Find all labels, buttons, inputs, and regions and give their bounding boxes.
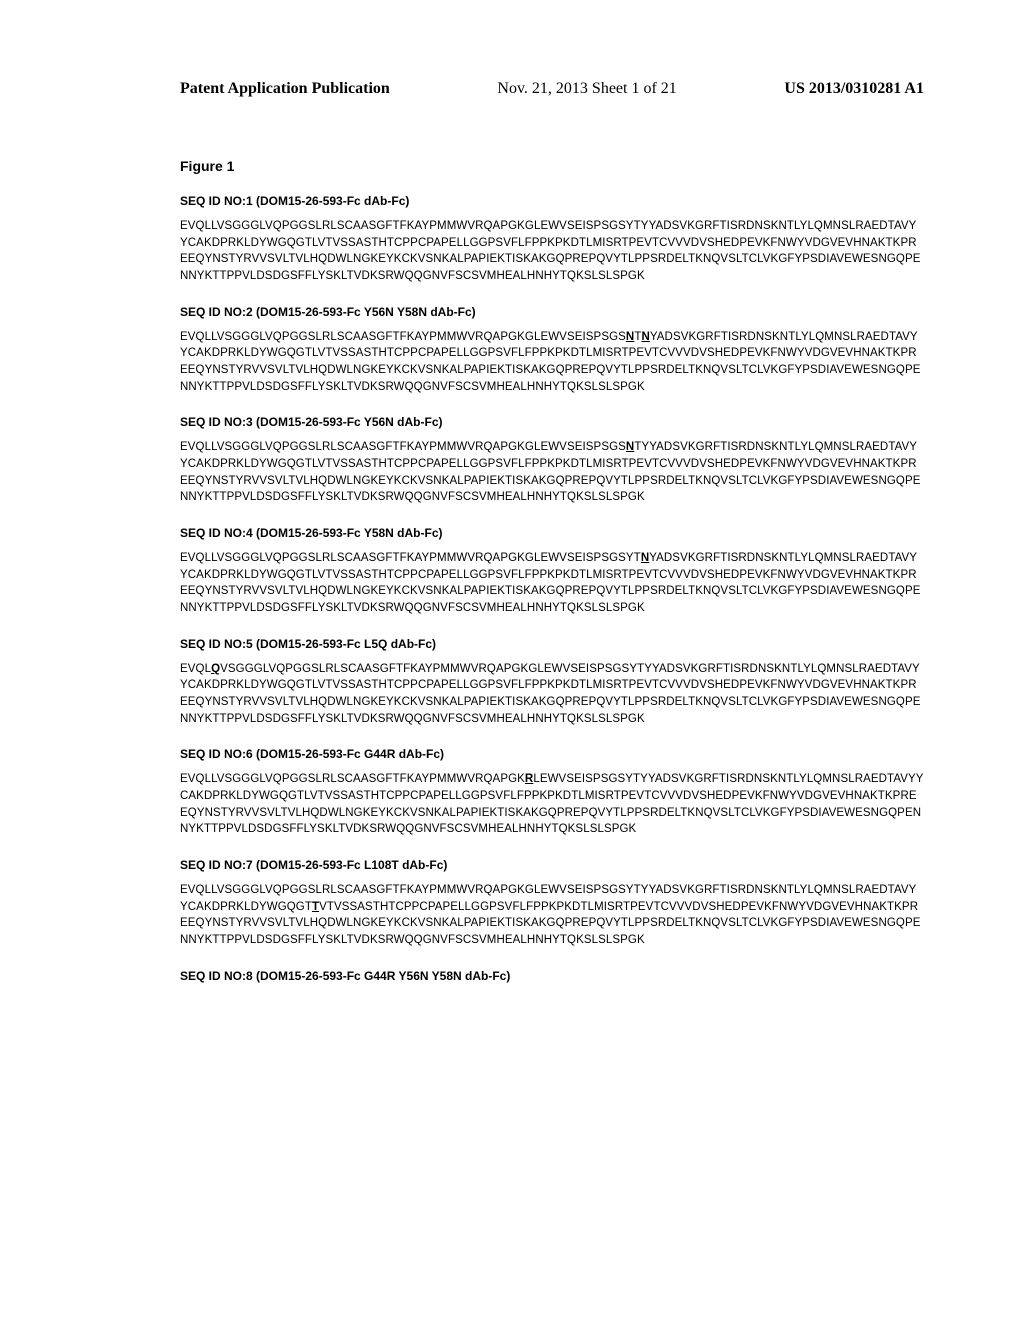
sequence-block: SEQ ID NO:7 (DOM15-26-593-Fc L108T dAb-F… (180, 858, 924, 949)
sequence-body: EVQLLVSGGGLVQPGGSLRLSCAASGFTFKAYPMMWVRQA… (180, 329, 924, 396)
sequence-title: SEQ ID NO:1 (DOM15-26-593-Fc dAb-Fc) (180, 194, 924, 208)
sequence-block: SEQ ID NO:2 (DOM15-26-593-Fc Y56N Y58N d… (180, 305, 924, 396)
sequence-title: SEQ ID NO:4 (DOM15-26-593-Fc Y58N dAb-Fc… (180, 526, 924, 540)
sequence-body: EVQLLVSGGGLVQPGGSLRLSCAASGFTFKAYPMMWVRQA… (180, 771, 924, 838)
sequence-title: SEQ ID NO:7 (DOM15-26-593-Fc L108T dAb-F… (180, 858, 924, 872)
sequence-title: SEQ ID NO:2 (DOM15-26-593-Fc Y56N Y58N d… (180, 305, 924, 319)
sequence-segment: EVQLLVSGGGLVQPGGSLRLSCAASGFTFKAYPMMWVRQA… (180, 331, 626, 343)
sequence-segment: EVQLLVSGGGLVQPGGSLRLSCAASGFTFKAYPMMWVRQA… (180, 773, 525, 785)
sequence-segment: EVQLLVSGGGLVQPGGSLRLSCAASGFTFKAYPMMWVRQA… (180, 552, 641, 564)
sequence-body: EVQLLVSGGGLVQPGGSLRLSCAASGFTFKAYPMMWVRQA… (180, 439, 924, 506)
sequence-block: SEQ ID NO:5 (DOM15-26-593-Fc L5Q dAb-Fc)… (180, 637, 924, 728)
sequence-body: EVQLLVSGGGLVQPGGSLRLSCAASGFTFKAYPMMWVRQA… (180, 218, 924, 285)
sequence-block: SEQ ID NO:3 (DOM15-26-593-Fc Y56N dAb-Fc… (180, 415, 924, 506)
mutation-residue: Q (211, 663, 220, 675)
sequence-body: EVQLLVSGGGLVQPGGSLRLSCAASGFTFKAYPMMWVRQA… (180, 550, 924, 617)
sequence-list: SEQ ID NO:1 (DOM15-26-593-Fc dAb-Fc) EVQL… (180, 194, 924, 983)
sequence-block: SEQ ID NO:6 (DOM15-26-593-Fc G44R dAb-Fc… (180, 747, 924, 838)
sequence-body: EVQLQVSGGGLVQPGGSLRLSCAASGFTFKAYPMMWVRQA… (180, 661, 924, 728)
page-header: Patent Application Publication Nov. 21, … (180, 80, 924, 98)
mutation-residue: N (641, 552, 649, 564)
sequence-title: SEQ ID NO:5 (DOM15-26-593-Fc L5Q dAb-Fc) (180, 637, 924, 651)
sequence-segment: EVQL (180, 663, 211, 675)
mutation-residue: T (312, 901, 319, 913)
header-center: Nov. 21, 2013 Sheet 1 of 21 (497, 80, 676, 98)
figure-title: Figure 1 (180, 158, 924, 174)
sequence-segment: EVQLLVSGGGLVQPGGSLRLSCAASGFTFKAYPMMWVRQA… (180, 441, 626, 453)
header-right: US 2013/0310281 A1 (784, 80, 924, 98)
header-left: Patent Application Publication (180, 80, 390, 98)
sequence-title: SEQ ID NO:6 (DOM15-26-593-Fc G44R dAb-Fc… (180, 747, 924, 761)
sequence-title: SEQ ID NO:8 (DOM15-26-593-Fc G44R Y56N Y… (180, 969, 924, 983)
sequence-segment: EVQLLVSGGGLVQPGGSLRLSCAASGFTFKAYPMMWVRQA… (180, 220, 920, 282)
sequence-block: SEQ ID NO:1 (DOM15-26-593-Fc dAb-Fc) EVQL… (180, 194, 924, 285)
sequence-segment: VSGGGLVQPGGSLRLSCAASGFTFKAYPMMWVRQAPGKGL… (180, 663, 920, 725)
page-content: Patent Application Publication Nov. 21, … (0, 0, 1024, 1043)
mutation-residue: N (641, 331, 649, 343)
sequence-block: SEQ ID NO:8 (DOM15-26-593-Fc G44R Y56N Y… (180, 969, 924, 983)
sequence-title: SEQ ID NO:3 (DOM15-26-593-Fc Y56N dAb-Fc… (180, 415, 924, 429)
sequence-body: EVQLLVSGGGLVQPGGSLRLSCAASGFTFKAYPMMWVRQA… (180, 882, 924, 949)
sequence-block: SEQ ID NO:4 (DOM15-26-593-Fc Y58N dAb-Fc… (180, 526, 924, 617)
